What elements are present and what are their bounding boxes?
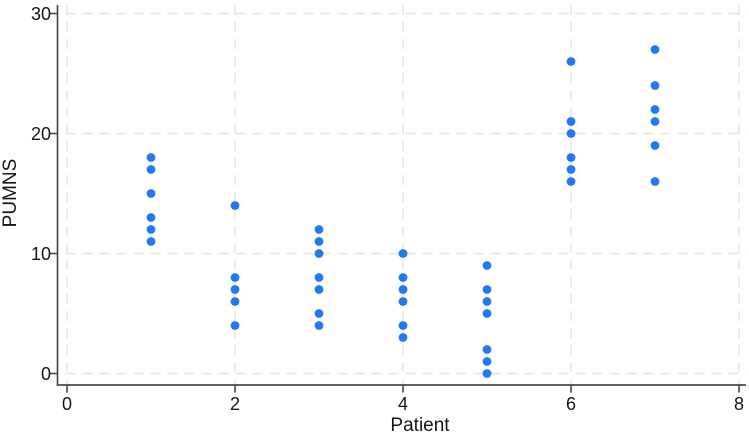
data-points [146,45,660,378]
data-point [230,273,240,282]
data-point [146,237,156,246]
data-point [398,321,408,330]
y-tick-label: 10 [31,244,51,264]
data-point [482,357,492,366]
y-tick-label: 30 [31,4,51,24]
data-point [146,165,156,174]
tick-marks [50,12,740,393]
data-point [650,105,660,114]
data-point [146,153,156,162]
data-point [482,261,492,270]
y-tick-label: 20 [31,124,51,144]
tick-labels: 0 10 20 30 0 2 4 6 8 [31,4,744,414]
x-axis-title: Patient [390,415,450,434]
data-point [146,225,156,234]
data-point [566,57,576,66]
data-point [650,177,660,186]
data-point [314,321,324,330]
data-point [398,297,408,306]
data-point [650,141,660,150]
data-point [650,45,660,54]
data-point [482,285,492,294]
data-point [650,81,660,90]
y-axis-title: PUMNS [0,159,21,228]
data-point [314,273,324,282]
x-tick-label: 4 [398,394,408,414]
data-point [398,285,408,294]
data-point [398,333,408,342]
x-tick-label: 0 [62,394,72,414]
data-point [482,345,492,354]
data-point [314,249,324,258]
data-point [482,369,492,378]
data-point [314,237,324,246]
y-tick-label: 0 [41,364,51,384]
data-point [566,165,576,174]
data-point [566,117,576,126]
data-point [146,213,156,222]
data-point [230,321,240,330]
data-point [230,285,240,294]
data-point [314,225,324,234]
data-point [314,285,324,294]
data-point [566,129,576,138]
data-point [230,297,240,306]
data-point [230,201,240,210]
data-point [146,189,156,198]
x-tick-label: 2 [230,394,240,414]
x-tick-label: 8 [734,394,744,414]
data-point [650,117,660,126]
data-point [566,177,576,186]
data-point [482,297,492,306]
data-point [566,153,576,162]
data-point [398,273,408,282]
data-point [398,249,408,258]
data-point [482,309,492,318]
data-point [314,309,324,318]
x-tick-label: 6 [566,394,576,414]
axes [56,5,746,386]
